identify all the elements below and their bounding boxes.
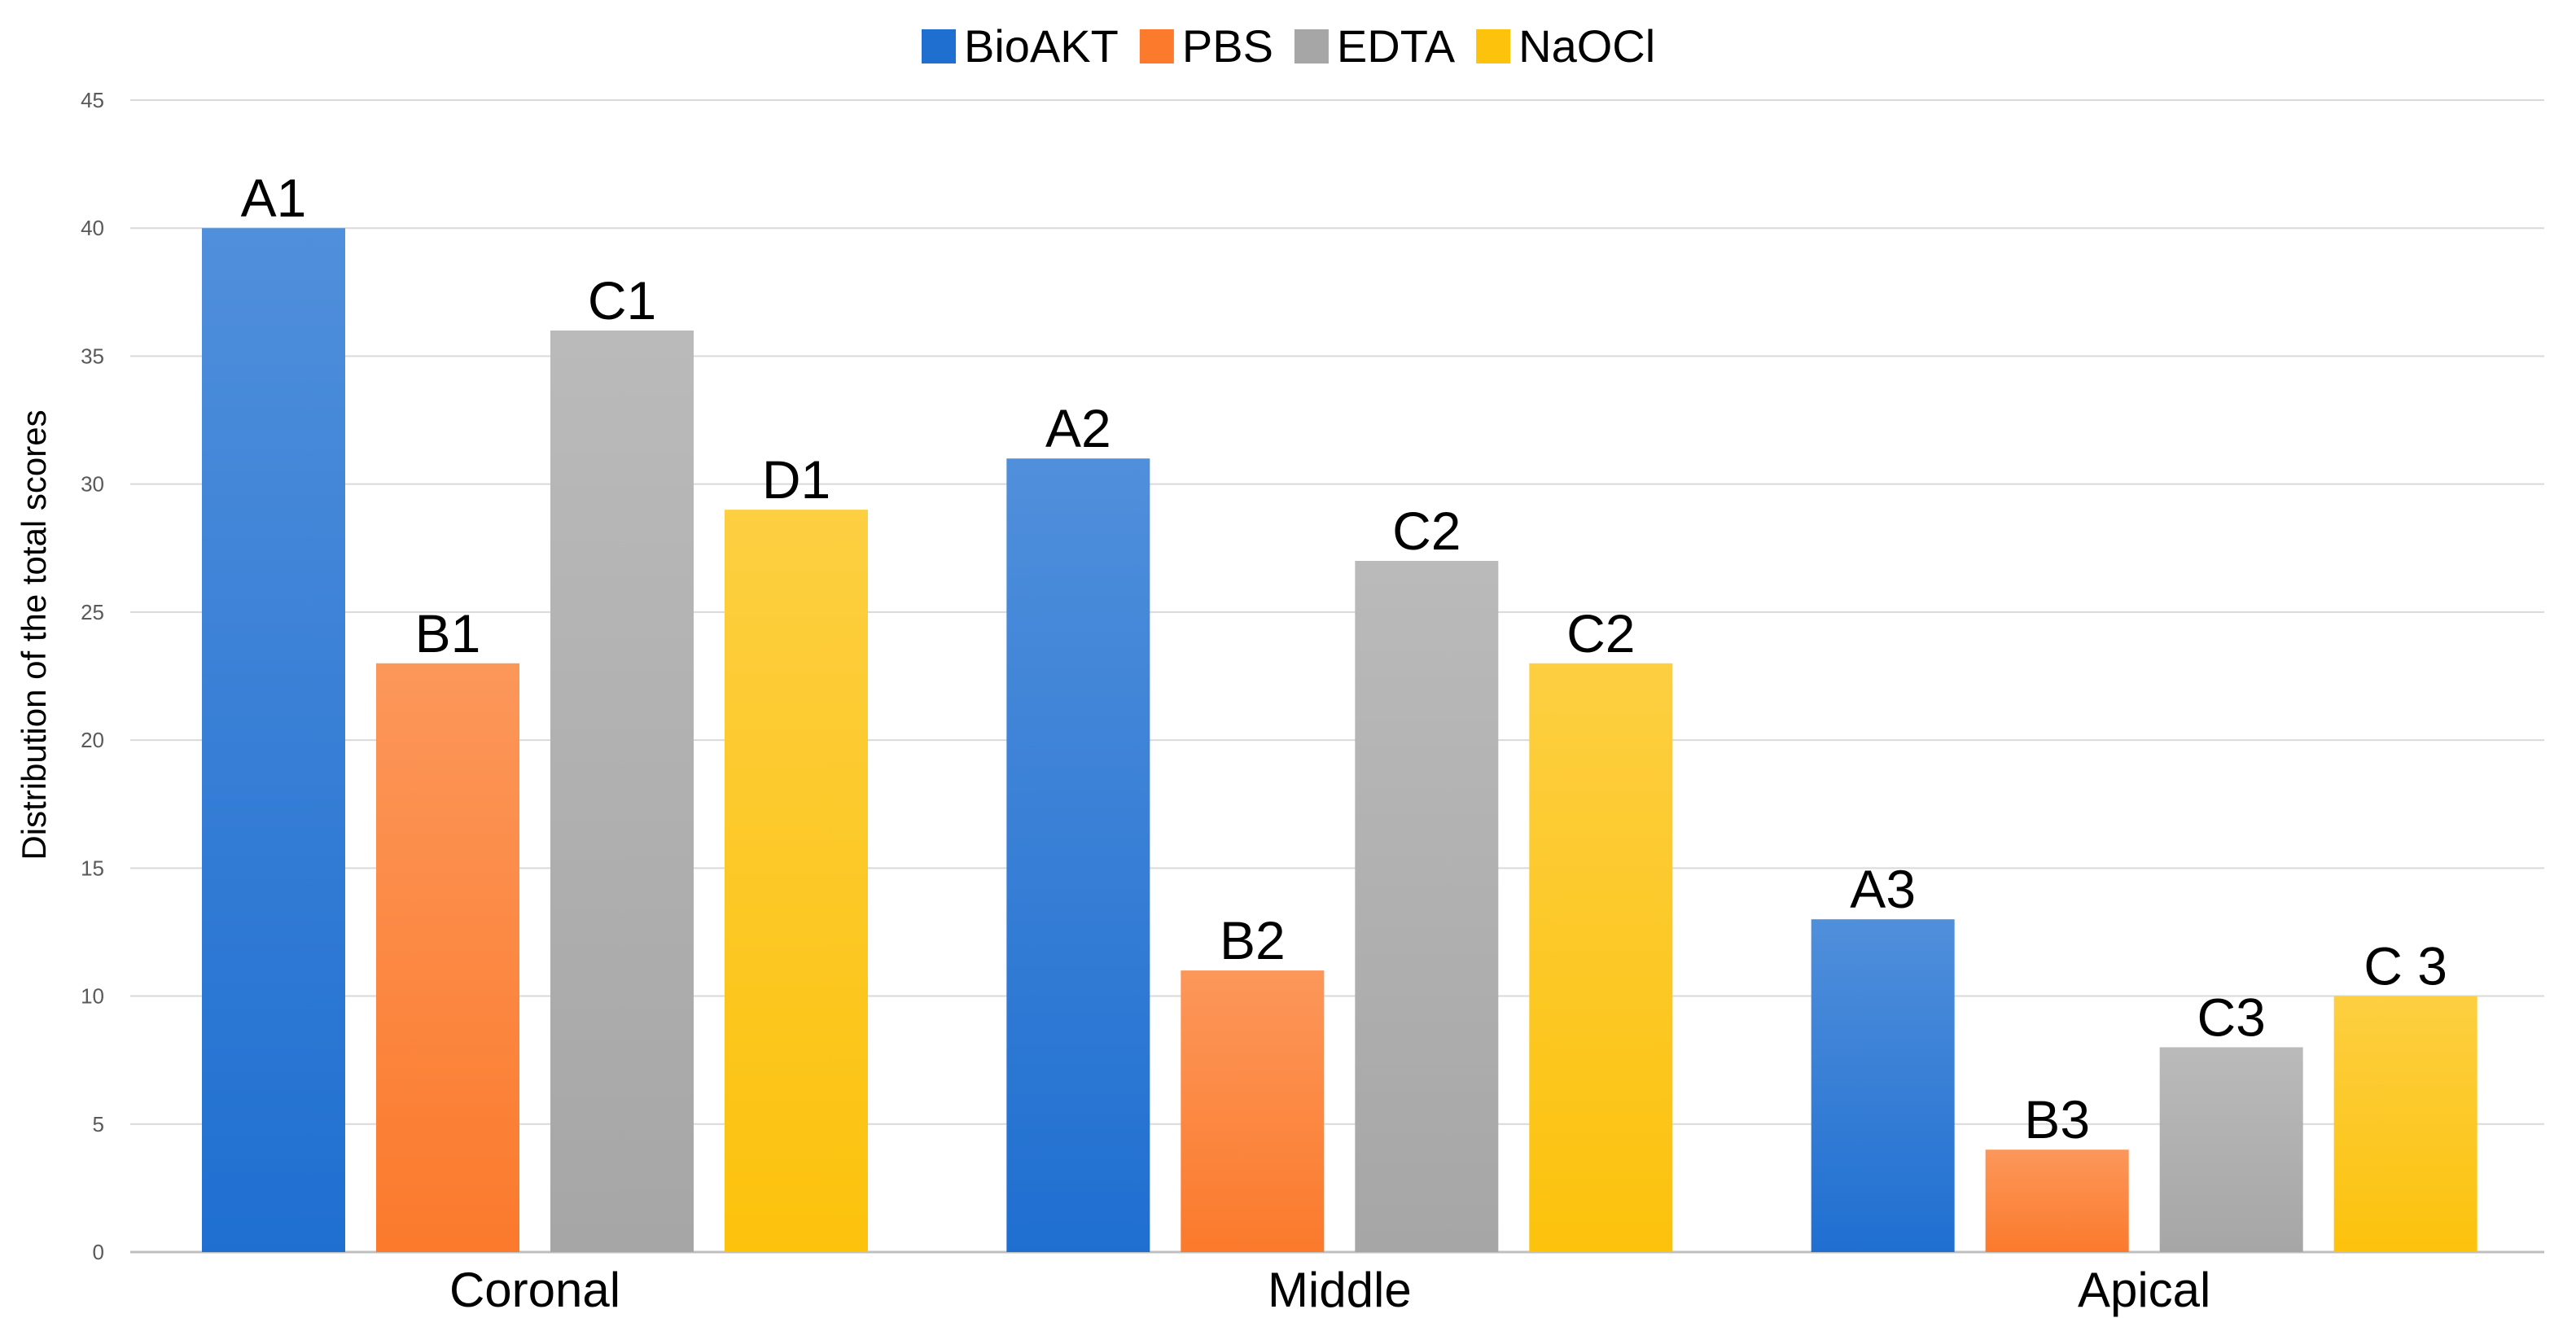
y-tick-label: 20 [81, 728, 104, 752]
bar-naocl-coronal [725, 510, 868, 1252]
legend-label-naocl: NaOCl [1518, 20, 1655, 72]
legend-label-edta: EDTA [1337, 20, 1456, 72]
data-label: B1 [415, 603, 481, 663]
data-label: A2 [1045, 398, 1111, 458]
x-category-label: Coronal [449, 1263, 620, 1317]
x-category-label: Middle [1268, 1263, 1412, 1317]
bar-bioakt-middle [1006, 458, 1150, 1252]
bar-naocl-apical [2333, 996, 2477, 1252]
data-label: C1 [588, 270, 656, 331]
legend-label-pbs: PBS [1182, 20, 1273, 72]
y-tick-label: 10 [81, 984, 104, 1009]
legend: BioAKT PBS EDTA NaOCl [922, 20, 1655, 72]
y-tick-label: 5 [93, 1112, 104, 1136]
gridlines [130, 99, 2544, 1254]
x-category-label: Apical [2078, 1263, 2210, 1317]
y-tick-label: 45 [81, 88, 104, 112]
y-tick-label: 15 [81, 856, 104, 880]
bar-bioakt-apical [1811, 919, 1955, 1252]
y-tick-label: 30 [81, 472, 104, 497]
bar-naocl-middle [1529, 663, 1673, 1252]
y-tick-label: 0 [93, 1240, 104, 1264]
data-labels: A1 B1 C1 D1 A2 B2 C2 C2 A3 B3 C3 C 3 [241, 168, 2447, 1149]
data-label: A1 [241, 168, 307, 228]
data-label: A3 [1850, 859, 1916, 919]
bar-edta-apical [2159, 1047, 2303, 1252]
bars [202, 228, 2477, 1253]
bar-edta-middle [1355, 561, 1499, 1252]
data-label: C 3 [2364, 936, 2447, 996]
legend-swatch-edta [1294, 29, 1329, 63]
data-label: C3 [2197, 987, 2265, 1047]
bar-pbs-coronal [376, 663, 519, 1252]
y-tick-label: 35 [81, 344, 104, 368]
data-label: B2 [1220, 910, 1286, 970]
legend-label-bioakt: BioAKT [964, 20, 1119, 72]
legend-swatch-bioakt [922, 29, 956, 63]
bar-bioakt-coronal [202, 228, 345, 1253]
legend-swatch-naocl [1476, 29, 1511, 63]
data-label: D1 [762, 449, 830, 510]
x-axis-categories: Coronal Middle Apical [449, 1263, 2210, 1317]
bar-edta-coronal [550, 331, 694, 1252]
bar-pbs-middle [1181, 970, 1325, 1252]
data-label: C2 [1392, 501, 1461, 561]
data-label: B3 [2024, 1089, 2090, 1149]
y-tick-label: 40 [81, 216, 104, 240]
y-axis-ticks: 0 5 10 15 20 25 30 35 40 45 [81, 88, 104, 1264]
y-axis-label: Distribution of the total scores [15, 409, 53, 860]
bar-pbs-apical [1985, 1149, 2129, 1252]
legend-swatch-pbs [1139, 29, 1174, 63]
y-tick-label: 25 [81, 600, 104, 624]
data-label: C2 [1566, 603, 1635, 663]
